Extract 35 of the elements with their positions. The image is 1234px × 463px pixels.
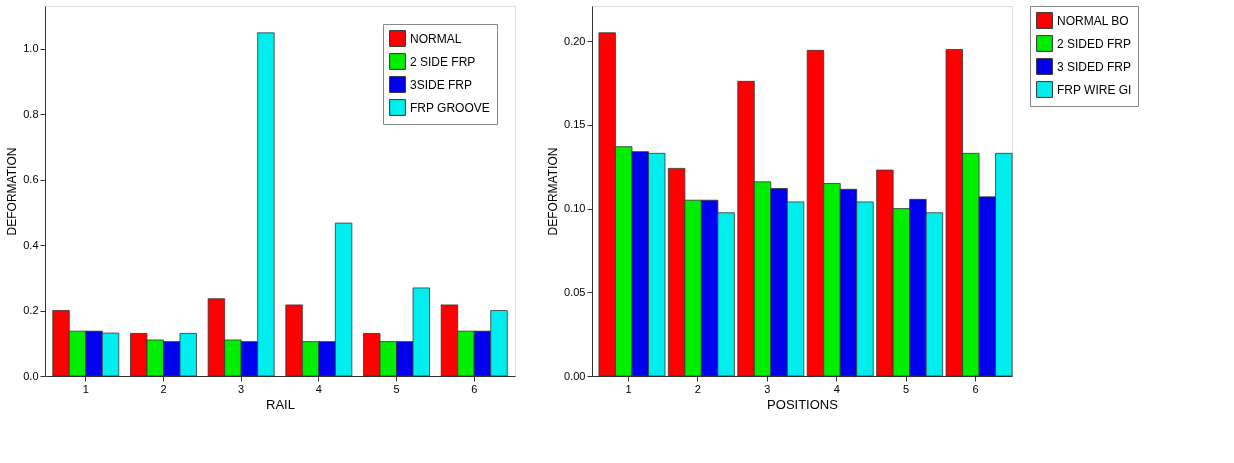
y-tick-label: 0.8 xyxy=(23,107,39,120)
legend-label: 3SIDE FRP xyxy=(410,77,473,92)
legend-label: NORMAL BO xyxy=(1057,13,1129,28)
y-tick-label: 0.15 xyxy=(564,118,586,131)
y-tick-label: 1.0 xyxy=(23,42,39,55)
legend-label: NORMAL xyxy=(410,31,462,46)
x-tick-label: 3 xyxy=(238,382,245,395)
x-tick-label: 4 xyxy=(833,382,840,395)
x-tick-label: 2 xyxy=(160,382,167,395)
x-tick-label: 1 xyxy=(82,382,89,395)
x-tick-label: 2 xyxy=(694,382,701,395)
legend-label: FRP WIRE GI xyxy=(1057,82,1132,97)
legend-label: 3 SIDED FRP xyxy=(1057,59,1132,74)
y-tick-label: 0.05 xyxy=(564,285,586,298)
x-tick-label: 5 xyxy=(903,382,910,395)
x-tick-label: 4 xyxy=(315,382,322,395)
y-axis-title: DEFORMATION xyxy=(5,147,20,236)
x-tick-label: 3 xyxy=(764,382,771,395)
x-tick-label: 1 xyxy=(625,382,632,395)
legend-label: 2 SIDED FRP xyxy=(1057,36,1132,51)
x-tick-label: 6 xyxy=(972,382,979,395)
legend-label: FRP GROOVE xyxy=(410,100,490,115)
y-tick-label: 0.2 xyxy=(23,304,39,317)
y-axis-title: DEFORMATION xyxy=(546,147,561,236)
y-tick-label: 0.4 xyxy=(23,238,39,251)
y-tick-label: 0.00 xyxy=(564,369,586,382)
legend-label: 2 SIDE FRP xyxy=(410,54,476,69)
x-axis-title: POSITIONS xyxy=(767,396,839,412)
x-axis-title: RAIL xyxy=(266,396,295,412)
y-tick-label: 0.20 xyxy=(564,34,586,47)
y-tick-label: 0.6 xyxy=(23,173,39,186)
x-tick-label: 5 xyxy=(393,382,400,395)
y-tick-label: 0.0 xyxy=(23,369,39,382)
x-tick-label: 6 xyxy=(471,382,478,395)
y-tick-label: 0.10 xyxy=(564,202,586,215)
